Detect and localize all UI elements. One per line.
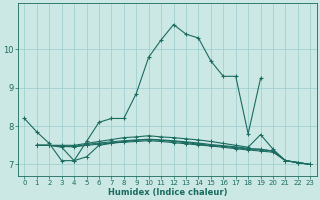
X-axis label: Humidex (Indice chaleur): Humidex (Indice chaleur) (108, 188, 227, 197)
